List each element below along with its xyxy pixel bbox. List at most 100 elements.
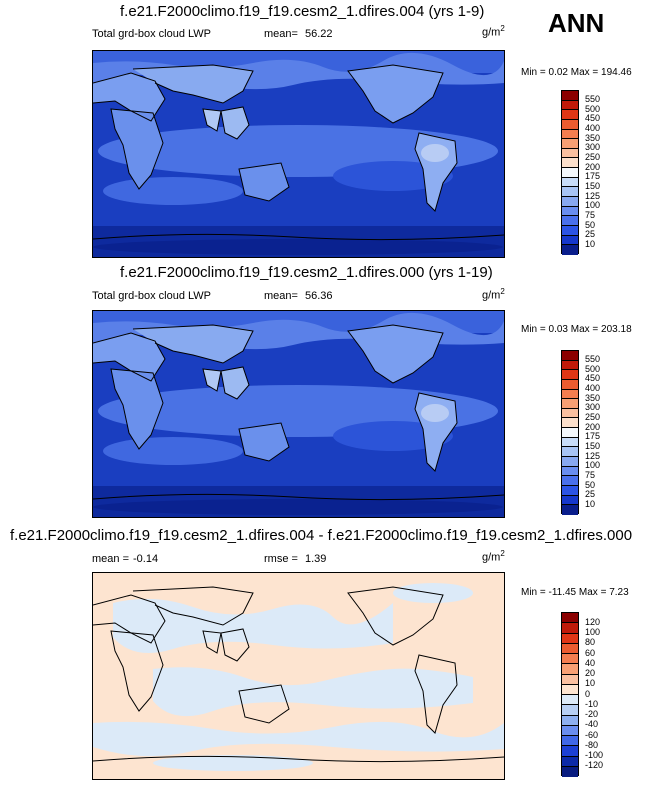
colorbar-tick-label: 300 — [585, 402, 601, 413]
panel-1-units: g/m2 — [482, 24, 505, 39]
colorbar-segment — [562, 370, 578, 380]
colorbar-segment — [562, 168, 578, 178]
australia-shape — [239, 163, 289, 201]
colorbar-tick-label: 25 — [585, 229, 596, 240]
colorbar-tick-label: 300 — [585, 142, 601, 153]
colorbar-tick-label: 200 — [585, 421, 601, 432]
colorbar-tick-label: 350 — [585, 392, 601, 403]
colorbar-segment — [562, 695, 578, 706]
panel-2-mean-value: 56.36 — [305, 290, 333, 302]
colorbar-tick-label: 25 — [585, 489, 596, 500]
colorbar-tick-label: 10 — [585, 238, 596, 249]
season-label: ANN — [548, 8, 605, 38]
panel-2-colorbar — [561, 350, 579, 515]
colorbar-tick-label: 400 — [585, 383, 601, 394]
colorbar-segment — [562, 476, 578, 486]
africa-shape — [111, 109, 163, 189]
colorbar-segment — [562, 466, 578, 477]
colorbar-segment — [562, 705, 578, 716]
colorbar-tick-label: 400 — [585, 123, 601, 134]
panel-2-minmax: Min = 0.03 Max = 203.18 — [521, 324, 632, 335]
panel-3-map-svg — [93, 573, 504, 779]
colorbar-tick-label: 450 — [585, 373, 601, 384]
colorbar-segment — [562, 216, 578, 226]
panel-1-colorbar — [561, 90, 579, 255]
panel-3-units: g/m2 — [482, 549, 505, 564]
colorbar-tick-label: 550 — [585, 354, 601, 365]
colorbar-tick-label: -60 — [585, 729, 599, 740]
panel-1-title: f.e21.F2000climo.f19_f19.cesm2_1.dfires.… — [120, 3, 485, 20]
colorbar-tick-label: 120 — [585, 616, 601, 627]
panel-2-coastlines — [93, 324, 504, 501]
panel-2-units: g/m2 — [482, 287, 505, 302]
panel-3-rmse-label: rmse = — [264, 553, 298, 565]
india-shape — [203, 109, 221, 131]
colorbar-tick-label: 80 — [585, 637, 596, 648]
panel-3-mean-label: mean = — [92, 553, 129, 565]
colorbar-tick-label: 150 — [585, 440, 601, 451]
colorbar-segment — [562, 91, 578, 101]
colorbar-tick-label: 500 — [585, 103, 601, 114]
colorbar-tick-label: 250 — [585, 412, 601, 423]
colorbar-tick-label: -120 — [585, 760, 604, 771]
colorbar-tick-label: -10 — [585, 698, 599, 709]
panel-1-coastlines — [93, 64, 504, 241]
colorbar-tick-label: -100 — [585, 750, 604, 760]
colorbar-segment — [562, 447, 578, 458]
panel-1-mean-label: mean= — [264, 28, 298, 40]
colorbar-segment — [562, 245, 578, 255]
colorbar-segment — [562, 119, 578, 130]
colorbar-segment — [562, 613, 578, 624]
colorbar-segment — [562, 225, 578, 236]
colorbar-tick-label: 100 — [585, 200, 601, 211]
colorbar-tick-label: 200 — [585, 161, 601, 172]
colorbar-segment — [562, 437, 578, 448]
colorbar-tick-label: 175 — [585, 171, 601, 182]
colorbar-tick-label: 100 — [585, 627, 601, 637]
colorbar-tick-label: 500 — [585, 363, 601, 374]
colorbar-segment — [562, 100, 578, 111]
panel-2-mean-label: mean= — [264, 290, 298, 302]
panel-3-minmax: Min = -11.45 Max = 7.23 — [521, 587, 629, 598]
colorbar-tick-label: 125 — [585, 190, 601, 201]
colorbar-segment — [562, 623, 578, 634]
colorbar-segment — [562, 418, 578, 429]
colorbar-tick-label: 75 — [585, 469, 596, 480]
colorbar-segment — [562, 746, 578, 757]
africa-west-shape — [93, 73, 165, 121]
colorbar-segment — [562, 360, 578, 371]
panel-3-mean-value: -0.14 — [133, 553, 159, 565]
colorbar-segment — [562, 399, 578, 409]
colorbar-segment — [562, 505, 578, 515]
panel-1-mean-value: 56.22 — [305, 28, 333, 40]
colorbar-tick-label: 450 — [585, 113, 601, 124]
panel-2-map-svg — [93, 311, 504, 517]
colorbar-tick-label: -80 — [585, 739, 599, 750]
colorbar-tick-label: 60 — [585, 647, 596, 658]
colorbar-segment — [562, 148, 578, 159]
colorbar-tick-label: 175 — [585, 431, 601, 442]
colorbar-segment — [562, 633, 578, 644]
colorbar-tick-label: 0 — [585, 688, 591, 699]
colorbar-tick-label: 50 — [585, 219, 596, 230]
panel-1-minmax: Min = 0.02 Max = 194.46 — [521, 67, 632, 78]
colorbar-segment — [562, 389, 578, 400]
colorbar-segment — [562, 351, 578, 361]
colorbar-segment — [562, 654, 578, 665]
colorbar-segment — [562, 177, 578, 188]
colorbar-tick-label: 100 — [585, 460, 601, 471]
colorbar-segment — [562, 766, 578, 777]
colorbar-tick-label: 550 — [585, 94, 601, 105]
colorbar-tick-label: 75 — [585, 209, 596, 220]
north-america-shape — [348, 65, 443, 123]
colorbar-segment — [562, 495, 578, 506]
se-asia-shape — [221, 107, 249, 139]
colorbar-tick-label: 350 — [585, 132, 601, 143]
colorbar-segment — [562, 139, 578, 149]
colorbar-segment — [562, 428, 578, 438]
panel-3-map — [92, 572, 505, 780]
colorbar-tick-label: 40 — [585, 657, 596, 668]
colorbar-segment — [562, 206, 578, 217]
colorbar-segment — [562, 197, 578, 207]
colorbar-segment — [562, 756, 578, 767]
